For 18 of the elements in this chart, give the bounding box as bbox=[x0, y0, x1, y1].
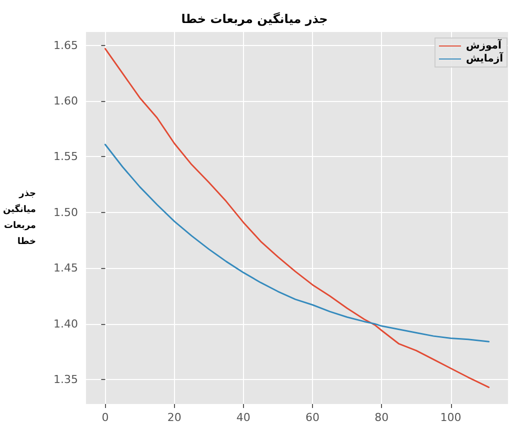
y-tick-label: 1.40 bbox=[54, 317, 78, 330]
chart-title: جذر میانگین مربعات خطا bbox=[181, 12, 328, 26]
y-tick-label: 1.35 bbox=[54, 372, 78, 386]
y-tick-label: 1.55 bbox=[54, 150, 78, 164]
y-axis-title: جذر میانگین مربعات خطا bbox=[2, 189, 36, 247]
x-tick-label: 40 bbox=[236, 411, 250, 423]
y-tick-label: 1.45 bbox=[54, 262, 78, 275]
x-tick-label: 0 bbox=[102, 411, 109, 423]
x-tick-label: 20 bbox=[167, 411, 182, 423]
x-tick-label: 100 bbox=[440, 411, 462, 423]
legend-label: آموزش bbox=[466, 38, 502, 52]
y-tick-label: 1.65 bbox=[54, 38, 78, 52]
legend-label: آزمایش bbox=[466, 52, 504, 64]
line-series bbox=[104, 144, 490, 342]
y-tick-label: 1.50 bbox=[54, 206, 78, 219]
y-tick-label: 1.60 bbox=[54, 94, 78, 108]
x-tick-label: 80 bbox=[374, 411, 389, 423]
x-tick-label: 60 bbox=[306, 411, 320, 423]
